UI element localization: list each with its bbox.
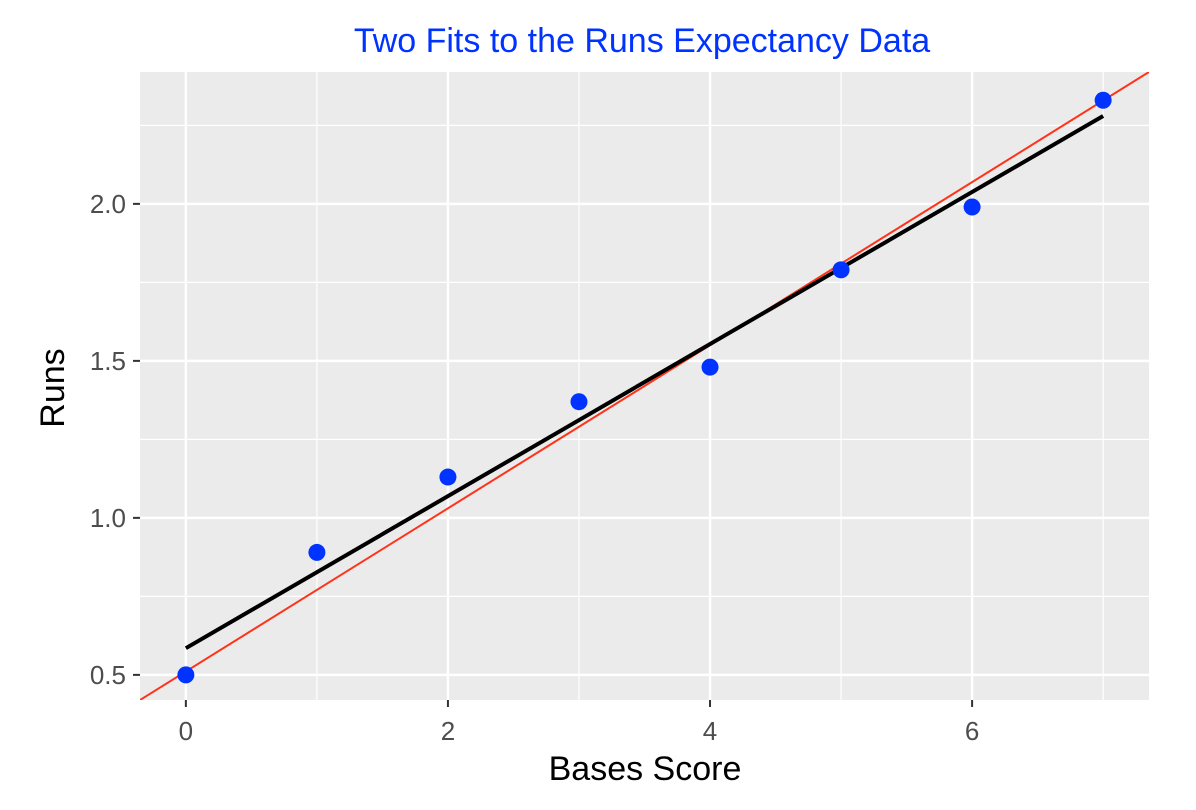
y-axis-label: Runs — [34, 348, 72, 427]
x-tick-label: 0 — [179, 716, 193, 746]
data-points — [177, 91, 1112, 684]
data-point — [439, 468, 457, 486]
data-point — [570, 393, 588, 411]
x-axis-label: Bases Score — [549, 750, 742, 788]
x-tick-label: 4 — [703, 716, 717, 746]
data-point — [963, 198, 981, 216]
data-point — [701, 358, 719, 376]
red-fit-line — [140, 72, 1149, 700]
black-fit-line — [184, 114, 1105, 650]
axis-ticks — [133, 202, 974, 707]
chart-title: Two Fits to the Runs Expectancy Data — [354, 22, 930, 60]
y-tick-label: 2.0 — [90, 189, 126, 219]
y-tick-label: 0.5 — [90, 660, 126, 690]
minor-gridlines — [140, 72, 1149, 700]
y-tick-label: 1.5 — [90, 346, 126, 376]
fit-lines — [140, 72, 1149, 700]
data-point — [308, 543, 326, 561]
x-tick-label: 2 — [441, 716, 455, 746]
data-point — [177, 666, 195, 684]
major-gridlines — [140, 72, 1149, 700]
x-tick-label: 6 — [965, 716, 979, 746]
tick-labels: 0 2 4 6 0.5 1.0 1.5 2.0 — [90, 189, 979, 746]
y-tick-label: 1.0 — [90, 503, 126, 533]
data-point — [832, 261, 850, 279]
data-point — [1094, 91, 1112, 109]
